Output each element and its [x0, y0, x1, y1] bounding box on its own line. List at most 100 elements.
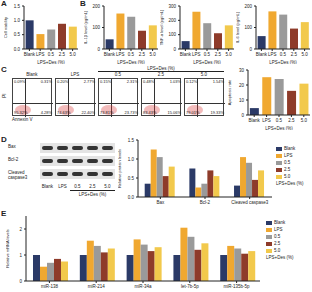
svg-text:miR-138: miR-138: [41, 284, 59, 289]
html-text:15.06%: 15.06%: [167, 110, 181, 115]
html-text:22.40%: 22.40%: [81, 110, 95, 115]
svg-text:200: 200: [244, 4, 252, 9]
svg-text:0.0: 0.0: [14, 47, 21, 52]
svg-text:let-7b-5p: let-7b-5p: [181, 284, 199, 289]
html-text:73.81%: 73.81%: [100, 110, 114, 115]
svg-text:0.5: 0.5: [48, 52, 55, 57]
svg-text:200: 200: [168, 18, 176, 23]
svg-text:miR-214: miR-214: [88, 284, 106, 289]
svg-text:2.5: 2.5: [215, 52, 222, 57]
html-text:0.12%: 0.12%: [186, 79, 198, 84]
svg-text:5.0: 5.0: [301, 118, 304, 123]
html-text:0.15%: 0.15%: [100, 79, 112, 84]
svg-text:LPS: LPS: [192, 52, 201, 57]
html-text:0.5: 0.5: [114, 72, 122, 77]
svg-text:5.0: 5.0: [301, 52, 304, 57]
svg-text:0: 0: [19, 279, 22, 284]
svg-text:Bcl-2: Bcl-2: [200, 200, 211, 205]
svg-text:1.0: 1.0: [14, 18, 21, 23]
svg-text:LPS+Des (%): LPS+Des (%): [117, 60, 145, 64]
svg-text:Relative mRNA levels: Relative mRNA levels: [8, 229, 10, 267]
svg-text:LPS: LPS: [268, 52, 277, 57]
html-text:74.63%: 74.63%: [57, 110, 71, 115]
svg-text:miR-34a: miR-34a: [134, 284, 152, 289]
svg-text:0.0: 0.0: [128, 195, 135, 200]
svg-text:100: 100: [92, 25, 100, 30]
html-text:83.43%: 83.43%: [143, 110, 157, 115]
html-text:A: A: [1, 0, 7, 8]
svg-text:LPS+Des (%): LPS+Des (%): [269, 60, 297, 64]
svg-text:Blank: Blank: [104, 52, 116, 57]
svg-text:0.5: 0.5: [14, 32, 21, 37]
html-text:2.31%: 2.31%: [126, 79, 138, 84]
svg-text:5.0: 5.0: [149, 52, 156, 57]
svg-text:Cleaved caspase3: Cleaved caspase3: [231, 200, 269, 205]
svg-text:2.5: 2.5: [139, 52, 146, 57]
svg-text:0: 0: [97, 47, 100, 52]
svg-text:100: 100: [168, 32, 176, 37]
html-text:LPS: LPS: [70, 72, 80, 77]
html-text:C: C: [1, 65, 7, 74]
svg-text:LPS: LPS: [36, 52, 45, 57]
html-text:2.5: 2.5: [157, 72, 165, 77]
html-text:0.20%: 0.20%: [57, 79, 69, 84]
svg-text:Blank: Blank: [256, 52, 268, 57]
svg-text:Relative protein levels: Relative protein levels: [118, 149, 122, 188]
svg-text:IL-1β level (pg/mL): IL-1β level (pg/mL): [84, 10, 88, 44]
svg-text:2.5: 2.5: [288, 118, 295, 123]
svg-text:0: 0: [173, 47, 176, 52]
svg-text:miR-135b-5p: miR-135b-5p: [224, 284, 251, 289]
svg-text:IL-6 level (pg/mL): IL-6 level (pg/mL): [236, 11, 240, 43]
svg-text:1.5: 1.5: [14, 4, 21, 9]
svg-text:5.0: 5.0: [225, 52, 232, 57]
html-text:2.77%: 2.77%: [83, 79, 95, 84]
html-text:D: D: [1, 135, 7, 144]
svg-text:200: 200: [92, 4, 100, 9]
svg-text:100: 100: [244, 25, 252, 30]
svg-text:Bax: Bax: [156, 200, 165, 205]
svg-text:LPS: LPS: [116, 52, 125, 57]
svg-text:Apoptosis rate: Apoptosis rate: [228, 79, 232, 105]
svg-text:2: 2: [19, 227, 22, 232]
svg-text:300: 300: [168, 4, 176, 9]
html-text:LPS+Des (%): LPS+Des (%): [147, 66, 175, 71]
html-text:5.0: 5.0: [200, 72, 208, 77]
svg-text:0: 0: [249, 47, 252, 52]
svg-text:Blank: Blank: [24, 52, 36, 57]
html-text:0.09%: 0.09%: [14, 79, 26, 84]
html-text:23.73%: 23.73%: [124, 110, 138, 115]
svg-text:30: 30: [239, 68, 245, 73]
html-text:4.28%: 4.28%: [40, 110, 52, 115]
html-text:Blank: Blank: [26, 72, 38, 77]
svg-text:Blank: Blank: [249, 118, 261, 123]
html-text:0.31%: 0.31%: [40, 79, 52, 84]
svg-text:Blank: Blank: [180, 52, 192, 57]
svg-text:TNF-α level (pg/mL): TNF-α level (pg/mL): [160, 9, 164, 45]
svg-text:LPS+Des (%): LPS+Des (%): [265, 126, 293, 130]
html-text:1.03%: 1.03%: [169, 79, 181, 84]
svg-text:20: 20: [239, 83, 245, 88]
html-text:95.32%: 95.32%: [14, 110, 28, 115]
svg-text:10: 10: [239, 98, 245, 103]
html-text:E: E: [1, 209, 7, 218]
svg-text:Cell viability: Cell viability: [8, 17, 9, 38]
svg-text:0.5: 0.5: [276, 118, 283, 123]
svg-text:1: 1: [19, 253, 22, 258]
svg-text:0.5: 0.5: [128, 52, 135, 57]
svg-text:LPS+Des (%): LPS+Des (%): [37, 60, 65, 64]
html-text:B: B: [80, 0, 86, 8]
svg-text:0: 0: [241, 113, 244, 118]
svg-text:1.5: 1.5: [128, 138, 135, 143]
svg-text:LPS+Des (%): LPS+Des (%): [193, 60, 221, 64]
svg-text:0.5: 0.5: [204, 52, 211, 57]
svg-text:2.5: 2.5: [291, 52, 298, 57]
html-text:PI: PI: [1, 93, 7, 98]
svg-text:1.0: 1.0: [128, 157, 135, 162]
html-text:Cleaved caspase3: Cleaved caspase3: [8, 170, 28, 180]
svg-text:5.0: 5.0: [69, 52, 76, 57]
svg-text:0.5: 0.5: [280, 52, 287, 57]
svg-text:0.5: 0.5: [128, 176, 135, 181]
svg-text:LPS: LPS: [262, 118, 271, 123]
html-text:0.48%: 0.48%: [143, 79, 155, 84]
svg-text:2.5: 2.5: [59, 52, 66, 57]
